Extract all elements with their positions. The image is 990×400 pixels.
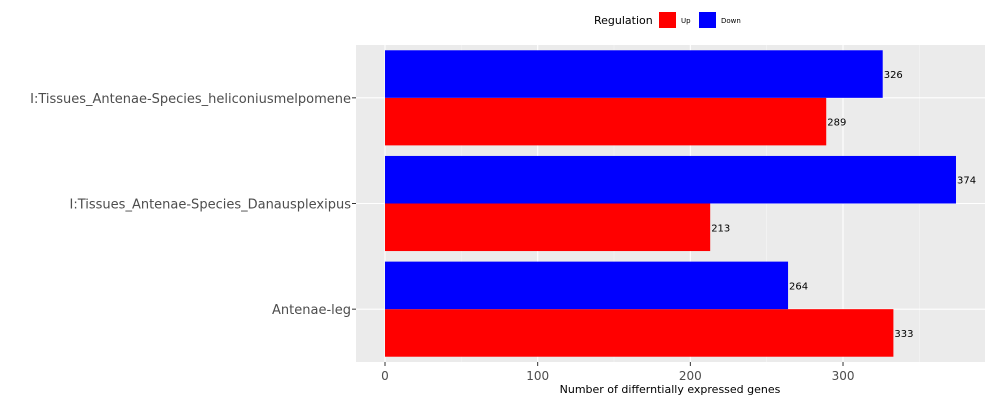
data-labels: 333 213 289 264 374 326 [711,70,976,340]
y-category-label: Antenae-leg [272,303,351,318]
x-tick-label: 0 [381,369,389,383]
y-axis: Antenae-leg I:Tissues_Antenae-Species_Dan… [30,92,356,318]
x-axis: 0 100 200 300 [381,362,854,383]
legend-swatch-down [699,12,716,28]
data-label-down: 374 [957,176,976,187]
y-category-label: I:Tissues_Antenae-Species_heliconiusmelp… [30,92,351,107]
x-tick-label: 100 [526,369,549,383]
data-label-up: 289 [827,118,846,129]
bar-up [385,97,827,146]
bar-down [385,261,789,310]
legend-label-down: Down [721,17,741,25]
legend-swatch-up [659,12,676,28]
bars [385,50,956,357]
data-label-up: 213 [711,223,730,234]
y-category-label: I:Tissues_Antenae-Species_Danausplexipus [70,198,352,213]
bar-down [385,155,956,204]
bar-up [385,203,711,252]
x-axis-title: Number of differntially expressed genes [560,383,781,396]
x-tick-label: 300 [832,369,855,383]
data-label-down: 326 [884,70,903,81]
legend-title: Regulation [594,14,653,27]
bar-down [385,50,883,98]
data-label-up: 333 [894,329,913,340]
data-label-down: 264 [789,281,808,292]
bar-up [385,309,894,357]
legend: Regulation Up Down [594,12,741,28]
legend-label-up: Up [681,17,691,25]
x-tick-label: 200 [679,369,702,383]
